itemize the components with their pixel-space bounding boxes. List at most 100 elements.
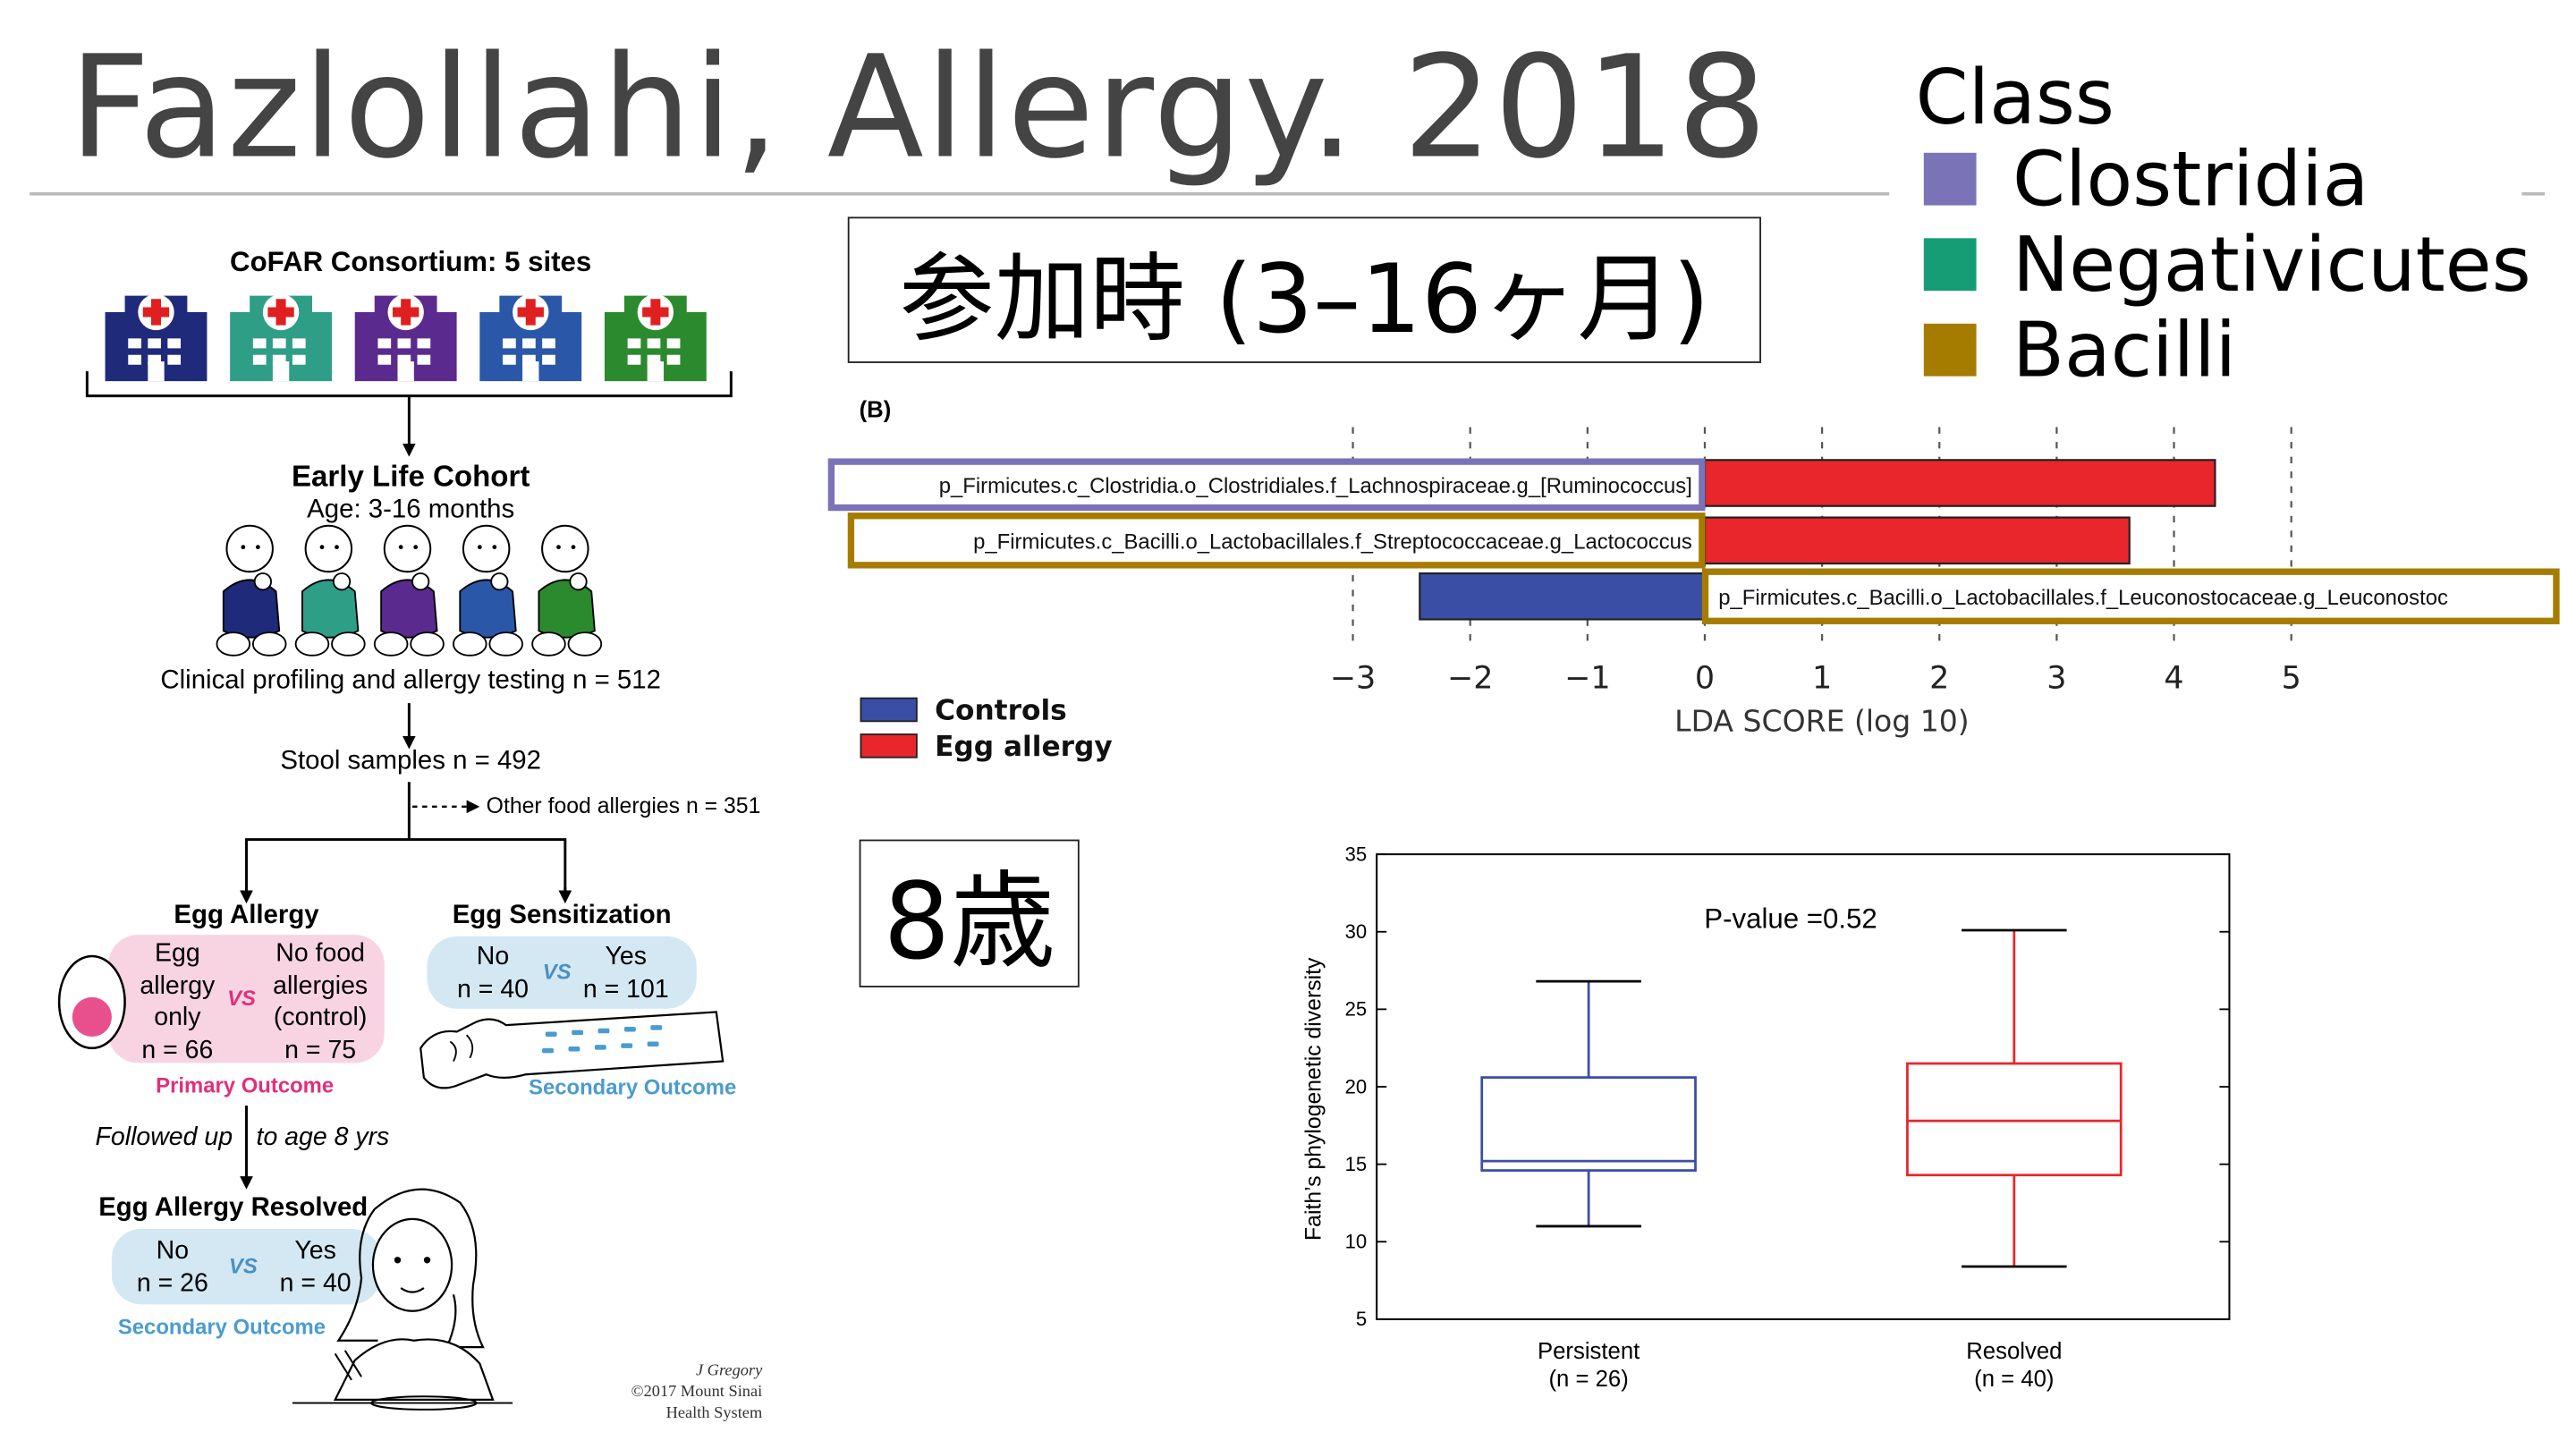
hospital-window xyxy=(666,338,681,349)
hospital-door xyxy=(647,361,665,382)
egg-allergy-only-group: Egg allergy only n = 66 xyxy=(128,938,226,1066)
egg-sens-right-1: Yes xyxy=(605,943,648,971)
boxplot-yaxis-title: Faith’s phylogenetic diversity xyxy=(1302,957,1326,1241)
infant-head xyxy=(462,524,511,573)
lda-bar xyxy=(1419,572,1707,621)
stool-label: Stool samples n = 492 xyxy=(280,747,541,775)
infant-eye xyxy=(556,545,561,550)
lda-category-frame xyxy=(827,458,1706,512)
hospital-window xyxy=(128,354,141,365)
cohort-title: Early Life Cohort xyxy=(291,460,530,494)
egg-allergy-left-3: only xyxy=(154,1004,201,1032)
boxplot-pvalue-annotation: P-value =0.52 xyxy=(1704,903,1877,935)
infant-eye xyxy=(255,545,260,550)
lda-xtick-label: −2 xyxy=(1447,661,1493,697)
infant-head xyxy=(225,524,274,573)
title-underline xyxy=(30,191,1890,196)
egg-icon xyxy=(57,954,126,1050)
lda-xtick-label: 4 xyxy=(2164,661,2183,697)
infant-eye xyxy=(398,545,403,550)
infant-hand xyxy=(569,572,588,591)
secondary-outcome-sens-label: Secondary Outcome xyxy=(529,1074,737,1099)
resolved-right-2: n = 40 xyxy=(279,1268,352,1298)
hospital-window xyxy=(647,354,661,365)
hospital-window xyxy=(377,338,392,349)
red-cross-icon xyxy=(517,299,544,326)
boxplot-group-label: Resolved xyxy=(1966,1339,2062,1364)
lda-bar xyxy=(1703,459,2216,507)
clostridia-swatch xyxy=(1923,152,1977,206)
primary-outcome-label: Primary Outcome xyxy=(156,1072,335,1097)
class-legend-item-negativicutes: Negativicutes xyxy=(1923,220,2531,309)
lda-xtick-label: 2 xyxy=(1929,661,1949,697)
resolved-panel xyxy=(111,1228,382,1305)
lda-xtick-label: 1 xyxy=(1812,661,1832,697)
resolved-yes-group: Yes n = 40 xyxy=(263,1235,369,1300)
bacilli-swatch xyxy=(1923,323,1977,377)
hospital-window xyxy=(148,354,161,365)
infant-hand xyxy=(253,572,272,591)
hospital-window xyxy=(377,354,392,365)
class-legend-item-clostridia: Clostridia xyxy=(1923,135,2368,224)
infant-foot xyxy=(453,631,487,657)
resolved-left-1: No xyxy=(156,1237,190,1266)
infant-foot xyxy=(531,631,566,657)
consortium-label: CoFAR Consortium: 5 sites xyxy=(230,246,592,278)
egg-sensitization-title: Egg Sensitization xyxy=(452,902,672,930)
hospital-door xyxy=(397,361,414,382)
red-cross-icon xyxy=(392,299,419,326)
boxplot-ytick-label: 10 xyxy=(1345,1231,1368,1253)
egg-sens-no-group: No n = 40 xyxy=(440,941,546,1005)
hospital-window xyxy=(627,338,641,349)
lda-category-label: p_Firmicutes.c_Bacilli.o_Lactobacillales… xyxy=(1718,586,2448,610)
hospital-icon xyxy=(479,293,582,382)
hospital-window xyxy=(647,338,661,349)
egg-allergy-right-3: (control) xyxy=(273,1004,368,1032)
infant-icon xyxy=(294,524,366,657)
infant-eye xyxy=(571,545,576,550)
flow-lines xyxy=(85,371,733,1190)
lda-xtick-label: −3 xyxy=(1330,661,1376,697)
hospital-window xyxy=(252,354,267,365)
resolved-right-1: Yes xyxy=(294,1237,336,1266)
egg-sens-right-2: n = 101 xyxy=(582,975,669,1004)
infant-hand xyxy=(490,572,509,591)
egg-sensitization-panel xyxy=(427,936,697,1009)
infant-icon xyxy=(453,524,523,657)
boxplot-box xyxy=(1480,1076,1697,1172)
egg-allergy-control-group: No food allergies (control) n = 75 xyxy=(259,938,381,1066)
egg-sens-left-2: n = 40 xyxy=(457,975,529,1004)
infant-head xyxy=(383,524,432,573)
profiling-label: Clinical profiling and allergy testing n… xyxy=(160,666,661,695)
boxplot-ytick-label: 30 xyxy=(1345,920,1368,943)
boxplot-ytick-label: 20 xyxy=(1345,1075,1368,1097)
infant-foot xyxy=(216,631,251,657)
skin-prick-arm-illustration xyxy=(419,1011,724,1089)
hospital-icon xyxy=(105,293,208,382)
lda-category-frame xyxy=(1701,568,2560,624)
boxplot-ytick-label: 35 xyxy=(1345,843,1368,865)
enrollment-label: 参加時 (3–16ヶ月) xyxy=(847,216,1761,363)
infant-foot xyxy=(251,631,287,657)
hospital-door xyxy=(148,361,165,382)
hospital-window xyxy=(148,338,161,349)
clostridia-label: Clostridia xyxy=(2012,134,2369,224)
infant-foot xyxy=(331,631,366,657)
lda-legend-label: Controls xyxy=(935,694,1067,726)
lda-category-label: p_Firmicutes.c_Clostridia.o_Clostridiale… xyxy=(939,474,1692,498)
infant-hand xyxy=(332,572,352,591)
hospital-window xyxy=(503,338,516,349)
credit-artist: J Gregory xyxy=(695,1361,763,1380)
egg-sens-yes-group: Yes n = 101 xyxy=(569,941,684,1005)
age8-label: 8歳 xyxy=(859,839,1080,987)
lda-xtick-label: 3 xyxy=(2046,661,2066,697)
red-cross-icon xyxy=(142,299,170,326)
egg-allergy-resolved-title: Egg Allergy Resolved xyxy=(98,1194,369,1223)
boxplot-ytick-label: 25 xyxy=(1345,998,1368,1021)
hospital-window xyxy=(666,354,681,365)
hospital-window xyxy=(167,354,182,365)
hospital-window xyxy=(522,354,536,365)
infant-foot xyxy=(410,631,445,657)
hospital-window xyxy=(503,354,516,365)
